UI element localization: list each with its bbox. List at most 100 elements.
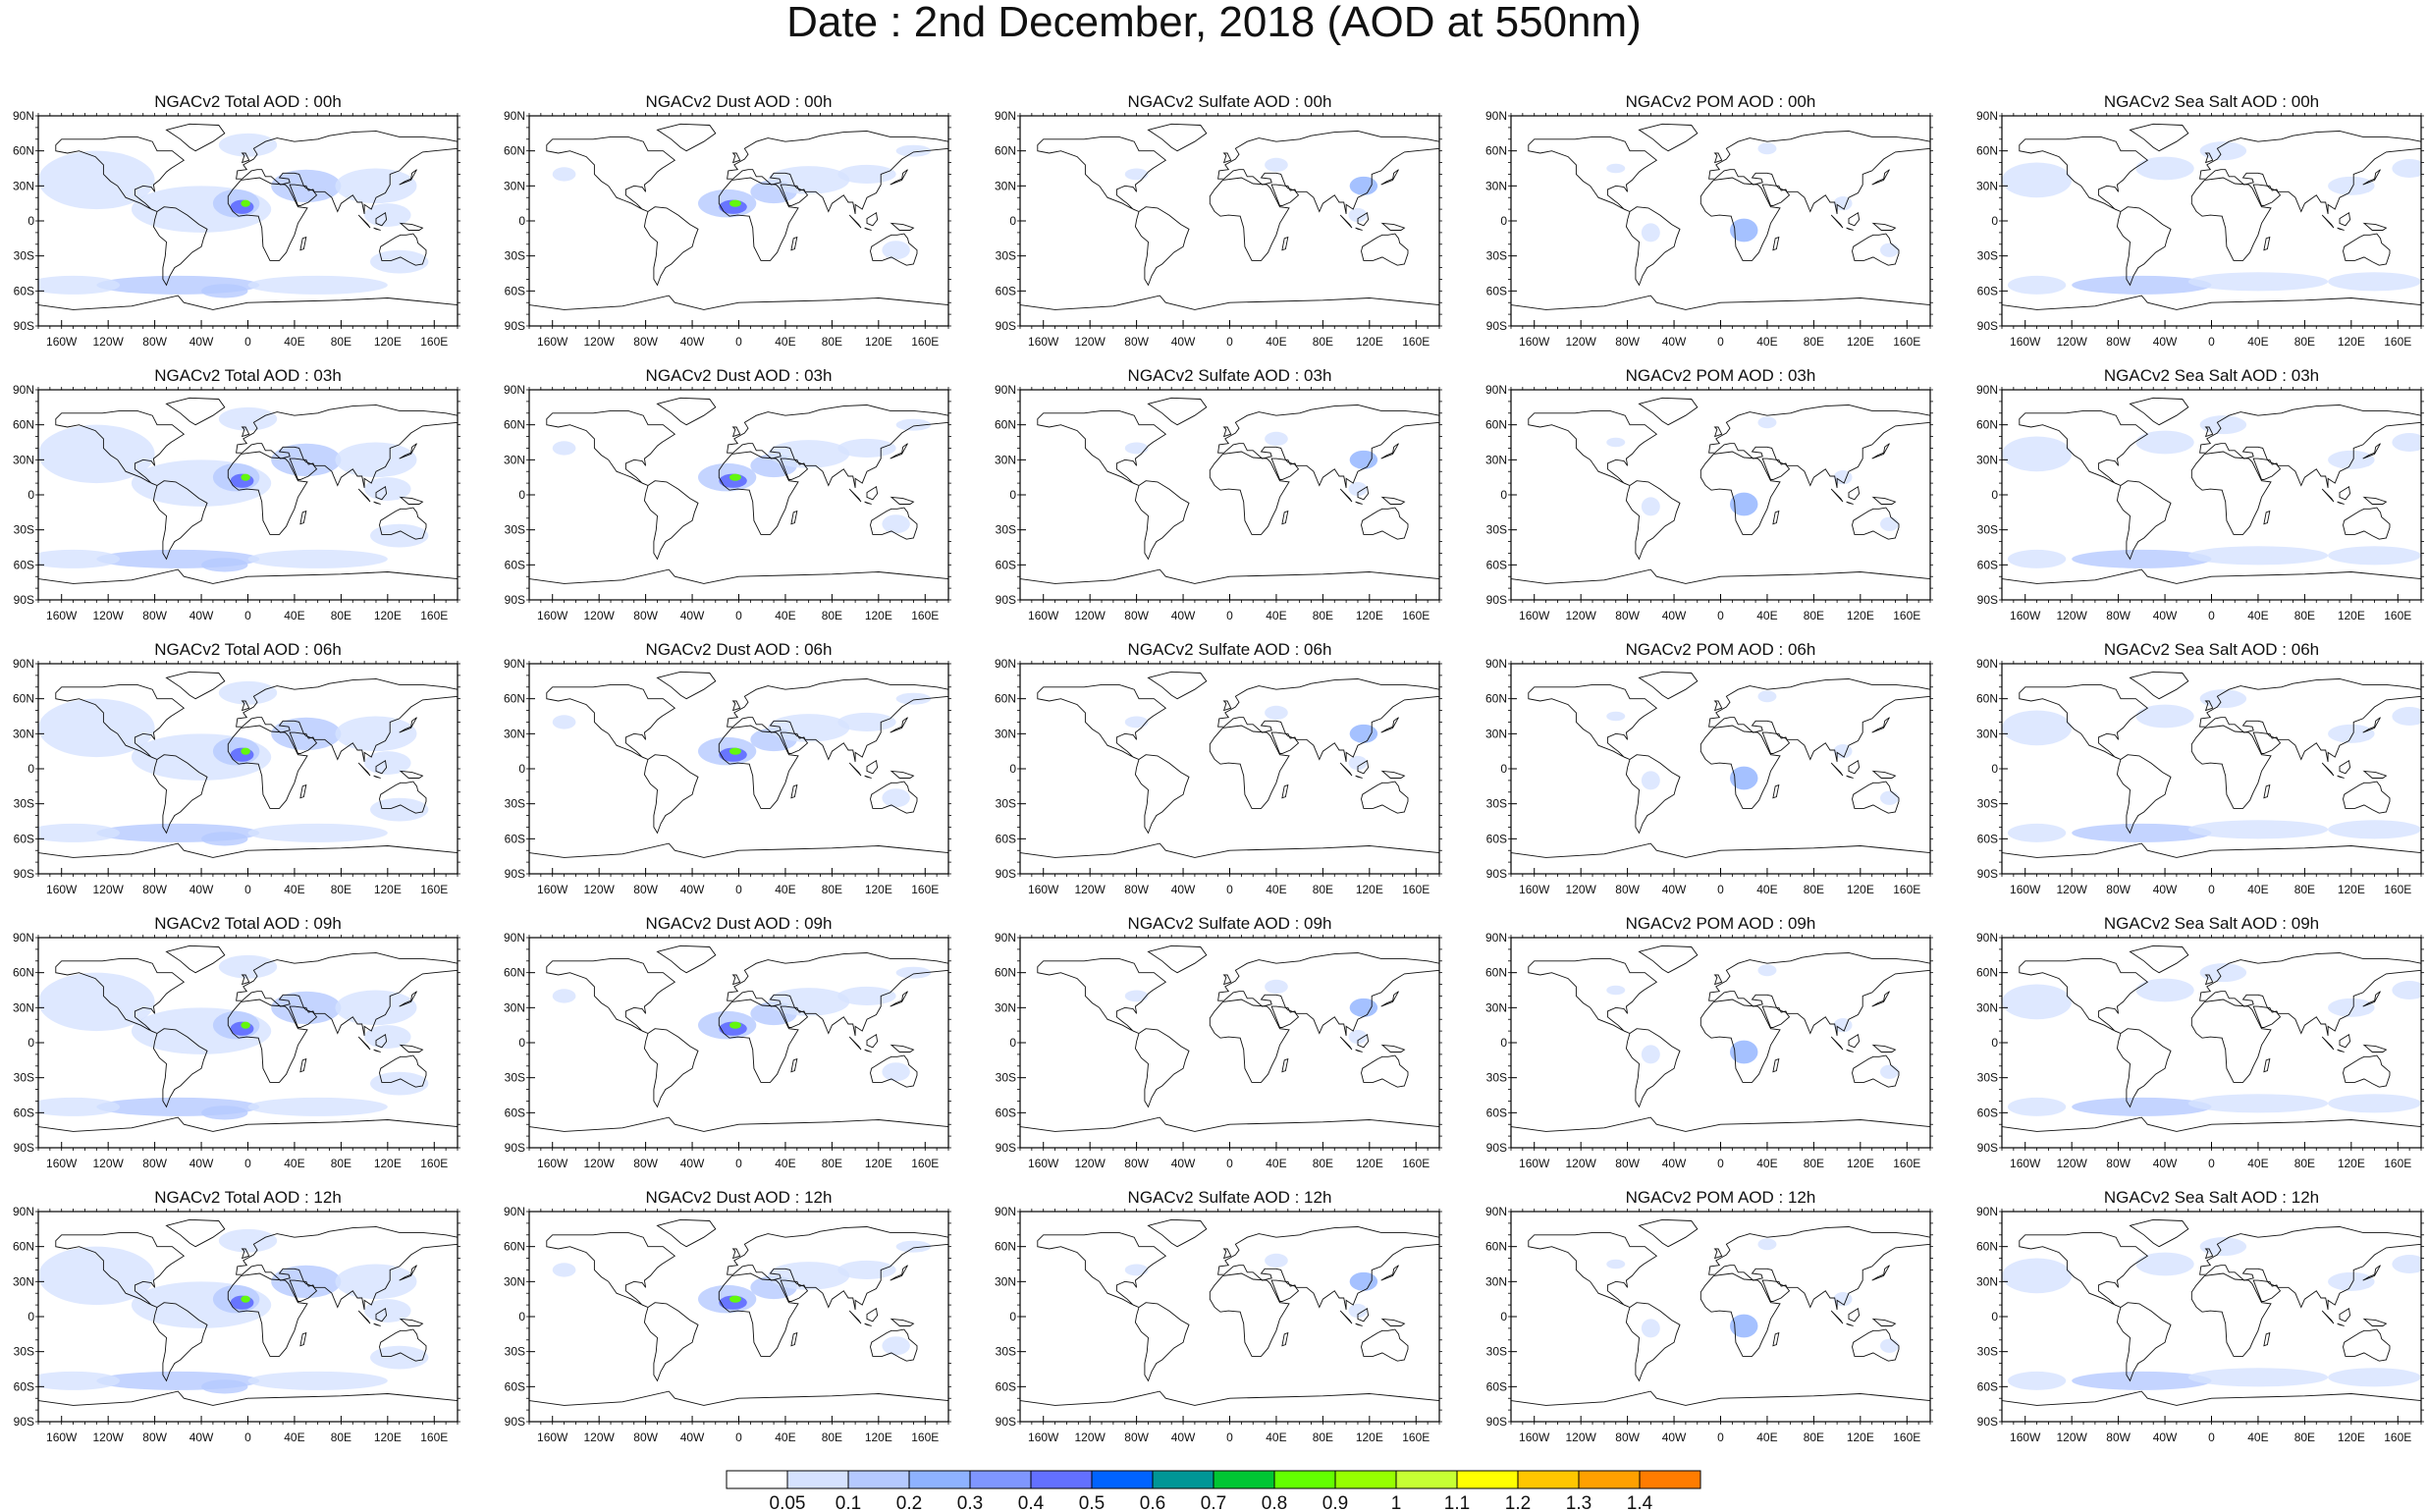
lon-tick-label: 80W bbox=[142, 883, 167, 896]
lon-tick-label: 120W bbox=[1565, 883, 1596, 896]
coastline bbox=[1380, 222, 1406, 231]
panel-title: NGACv2 Total AOD : 12h bbox=[154, 1188, 342, 1207]
coastline bbox=[848, 214, 862, 229]
coastline bbox=[546, 135, 676, 212]
coastline bbox=[2337, 775, 2345, 779]
coastline bbox=[870, 233, 918, 266]
panel-title: NGACv2 Dust AOD : 03h bbox=[645, 366, 833, 385]
coastline bbox=[1134, 206, 1190, 287]
lon-tick-label: 120E bbox=[865, 609, 892, 622]
aerosol-plume bbox=[1757, 964, 1777, 977]
coastline bbox=[1355, 1323, 1363, 1326]
lon-tick-label: 40W bbox=[2153, 1157, 2178, 1170]
lon-tick-label: 80W bbox=[1124, 335, 1149, 349]
lon-tick-label: 120E bbox=[374, 1157, 402, 1170]
aerosol-plume bbox=[1265, 157, 1288, 173]
coastline bbox=[790, 1331, 798, 1347]
lat-tick-label: 90S bbox=[1977, 1415, 1998, 1429]
coastline bbox=[718, 999, 799, 1083]
lon-tick-label: 80E bbox=[1313, 883, 1333, 896]
aerosol-plume bbox=[218, 954, 278, 979]
lon-tick-label: 80E bbox=[331, 1431, 351, 1444]
lon-tick-label: 40W bbox=[2153, 883, 2178, 896]
lat-tick-label: 60N bbox=[1976, 692, 1998, 706]
coastline bbox=[2199, 405, 2421, 488]
lat-tick-label: 30N bbox=[504, 1000, 525, 1014]
coastline bbox=[1852, 781, 1900, 814]
coastline bbox=[1134, 1302, 1190, 1382]
coastline bbox=[1708, 405, 1930, 488]
coastline bbox=[2002, 1390, 2421, 1422]
aerosol-plume bbox=[2328, 176, 2375, 195]
panel-title: NGACv2 Sea Salt AOD : 12h bbox=[2103, 1188, 2320, 1207]
lon-tick-label: 0 bbox=[1717, 1431, 1724, 1444]
lon-tick-label: 160E bbox=[1893, 883, 1920, 896]
coastline bbox=[2204, 974, 2214, 986]
aerosol-plume bbox=[335, 168, 417, 204]
lat-tick-label: 60N bbox=[504, 1240, 525, 1254]
coastline bbox=[1700, 999, 1781, 1083]
lat-tick-label: 30S bbox=[1486, 1071, 1507, 1085]
aerosol-plume bbox=[2002, 1258, 2073, 1294]
coastline bbox=[1871, 443, 1890, 459]
lat-tick-label: 90N bbox=[1485, 657, 1507, 671]
lon-tick-label: 80W bbox=[1615, 1157, 1640, 1170]
lat-tick-label: 30N bbox=[995, 179, 1016, 192]
aerosol-plume bbox=[882, 1062, 910, 1082]
lon-tick-label: 40E bbox=[284, 609, 304, 622]
aerosol-plume bbox=[1349, 724, 1378, 743]
coastline bbox=[2116, 480, 2172, 561]
lon-tick-label: 160W bbox=[1519, 1157, 1550, 1170]
lat-tick-label: 90S bbox=[505, 319, 525, 333]
lon-tick-label: 40E bbox=[2247, 609, 2268, 622]
lon-tick-label: 0 bbox=[1717, 335, 1724, 349]
aerosol-plume bbox=[2328, 272, 2421, 292]
lat-tick-label: 90S bbox=[14, 319, 34, 333]
aerosol-plume bbox=[882, 514, 910, 534]
coastline bbox=[2129, 945, 2189, 974]
aerosol-plume bbox=[1124, 168, 1149, 181]
world-map: 90N 60N 30N 0 30S 60S 90S 160W 120W 80W 40W 0 40E 80E… bbox=[1485, 657, 1933, 896]
map-background bbox=[1511, 390, 1930, 600]
coastline bbox=[227, 451, 308, 535]
coastline bbox=[2002, 295, 2421, 326]
lon-tick-label: 0 bbox=[1226, 335, 1233, 349]
coastline bbox=[165, 123, 226, 152]
lon-tick-label: 120W bbox=[1565, 1431, 1596, 1444]
lon-tick-label: 160W bbox=[46, 883, 78, 896]
map-background bbox=[529, 938, 948, 1148]
lon-tick-label: 120E bbox=[1356, 609, 1383, 622]
lon-tick-label: 160W bbox=[537, 883, 568, 896]
aerosol-plume bbox=[882, 1336, 910, 1356]
coastline bbox=[866, 1033, 879, 1049]
aerosol-plume bbox=[895, 692, 932, 705]
coastline bbox=[2339, 211, 2351, 227]
lat-tick-label: 60N bbox=[504, 418, 525, 432]
coastline bbox=[227, 725, 308, 809]
lon-tick-label: 40W bbox=[1662, 609, 1687, 622]
coastline bbox=[890, 169, 908, 186]
colorbar-swatch bbox=[1517, 1470, 1580, 1489]
lon-tick-label: 40W bbox=[1171, 883, 1196, 896]
lon-tick-label: 0 bbox=[1717, 1157, 1724, 1170]
coastline bbox=[1871, 169, 1890, 186]
lat-tick-label: 90S bbox=[505, 1415, 525, 1429]
coastline bbox=[227, 1272, 308, 1357]
lat-tick-label: 90S bbox=[996, 319, 1016, 333]
aerosol-plume bbox=[247, 1097, 388, 1116]
lat-tick-label: 90N bbox=[1485, 383, 1507, 397]
lon-tick-label: 80E bbox=[822, 335, 842, 349]
coastline bbox=[1355, 227, 1363, 231]
aerosol-plume bbox=[2135, 978, 2194, 1002]
aerosol-plume bbox=[1757, 416, 1777, 429]
lat-tick-label: 30S bbox=[996, 1345, 1016, 1359]
coastline bbox=[1270, 731, 1300, 754]
colorbar-label: 0.8 bbox=[1262, 1493, 1287, 1511]
coastline bbox=[1217, 952, 1439, 1036]
lon-tick-label: 40E bbox=[1266, 1431, 1286, 1444]
panel-title: NGACv2 Dust AOD : 06h bbox=[645, 640, 833, 659]
aerosol-plume bbox=[2002, 436, 2073, 472]
aerosol-plume bbox=[1606, 1259, 1626, 1269]
aerosol-plume bbox=[2072, 275, 2212, 295]
aerosol-plume bbox=[895, 418, 932, 431]
